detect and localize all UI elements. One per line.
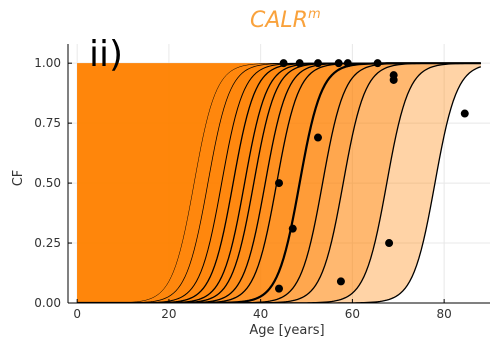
data-point (295, 59, 304, 68)
curve-fill-band (77, 63, 481, 303)
axes (67, 44, 490, 304)
y-axis-title: CF (11, 170, 26, 187)
data-point (275, 284, 283, 293)
chart-title: CALRm (250, 7, 321, 33)
y-tick-label: 0.00 (34, 296, 61, 310)
sigmoid-curve (77, 62, 481, 303)
x-tick-label: 0 (73, 307, 81, 321)
curve-fill-band (77, 63, 481, 303)
data-points (275, 59, 469, 293)
data-point (288, 224, 297, 233)
x-tick-labels: 0 20 40 60 80 (73, 307, 451, 321)
data-point (385, 239, 394, 248)
data-point (373, 59, 382, 68)
sigmoid-curve (77, 66, 482, 303)
panel-label: ii) (89, 34, 123, 75)
x-tick-label: 40 (253, 307, 268, 321)
data-point (460, 109, 469, 118)
curve-fill-band (77, 63, 481, 303)
curve-fill-band (77, 63, 481, 303)
y-tick-labels: 0.00 0.25 0.50 0.75 1.00 (34, 56, 61, 310)
data-point (336, 277, 345, 286)
x-axis-title: Age [years] (249, 323, 324, 338)
data-point (313, 133, 322, 142)
data-point (343, 59, 352, 68)
data-point (275, 179, 283, 188)
data-point (279, 59, 288, 68)
x-tick-label: 80 (436, 307, 451, 321)
y-tick-label: 0.50 (34, 176, 61, 190)
x-tick-label: 60 (345, 307, 360, 321)
y-tick-label: 1.00 (34, 56, 61, 70)
data-point (313, 59, 322, 68)
curve-fill-band (77, 63, 481, 303)
x-tick-label: 20 (161, 307, 176, 321)
curve-fill-band (77, 63, 481, 303)
curve-fill-band (77, 63, 481, 303)
data-point (389, 75, 398, 84)
data-point (334, 59, 343, 68)
y-tick-label: 0.75 (34, 116, 61, 130)
curve-fill-band (77, 63, 481, 303)
y-tick-label: 0.25 (34, 236, 61, 250)
